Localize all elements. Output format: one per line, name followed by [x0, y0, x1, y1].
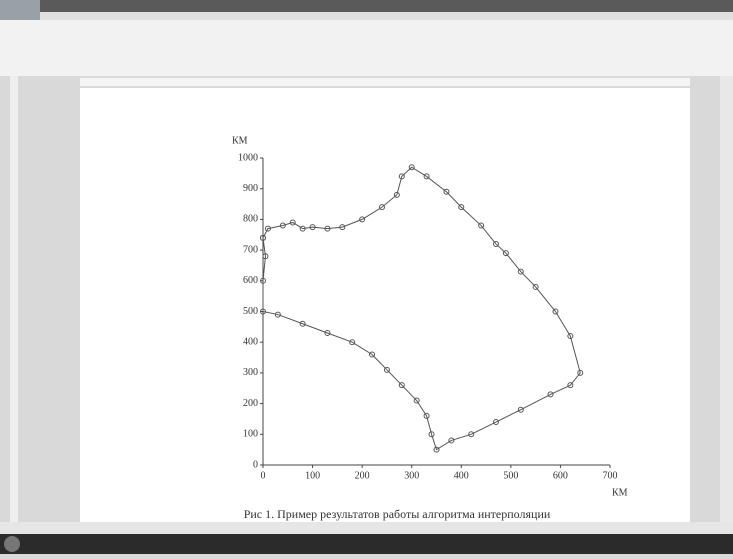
y-tick-label: 900 — [243, 183, 258, 194]
y-tick-label: 200 — [243, 398, 258, 409]
page — [80, 88, 690, 522]
x-tick-label: 200 — [355, 470, 370, 481]
horizontal-ruler — [80, 78, 690, 86]
vertical-ruler — [10, 76, 18, 522]
x-tick-label: 400 — [454, 470, 469, 481]
y-tick-label: 0 — [253, 459, 258, 470]
x-tick-label: 500 — [503, 470, 518, 481]
x-tick-label: 600 — [553, 470, 568, 481]
y-tick-label: 400 — [243, 336, 258, 347]
y-tick-label: 500 — [243, 306, 258, 317]
y-axis-label: КМ — [232, 135, 248, 146]
x-tick-label: 100 — [305, 470, 320, 481]
y-tick-label: 300 — [243, 367, 258, 378]
title-bar — [0, 0, 733, 12]
y-tick-label: 100 — [243, 429, 258, 440]
status-bar — [0, 522, 733, 534]
x-tick-label: 700 — [603, 470, 618, 481]
start-button[interactable] — [4, 536, 20, 552]
caption: Рис 1. Пример результатов работы алгорит… — [244, 507, 551, 521]
x-tick-label: 300 — [404, 470, 419, 481]
x-axis-label: КМ — [612, 487, 628, 498]
ribbon-tabs — [0, 12, 733, 20]
scrollbar[interactable] — [720, 76, 733, 522]
ribbon — [0, 12, 733, 76]
taskbar — [0, 534, 733, 554]
x-tick-label: 0 — [261, 470, 266, 481]
y-tick-label: 600 — [243, 275, 258, 286]
y-tick-label: 700 — [243, 244, 258, 255]
screen: КМ КМ Рис 1. Пример результатов работы а… — [0, 0, 733, 554]
file-tab[interactable] — [0, 0, 40, 20]
y-tick-label: 1000 — [238, 152, 258, 163]
y-tick-label: 800 — [243, 214, 258, 225]
